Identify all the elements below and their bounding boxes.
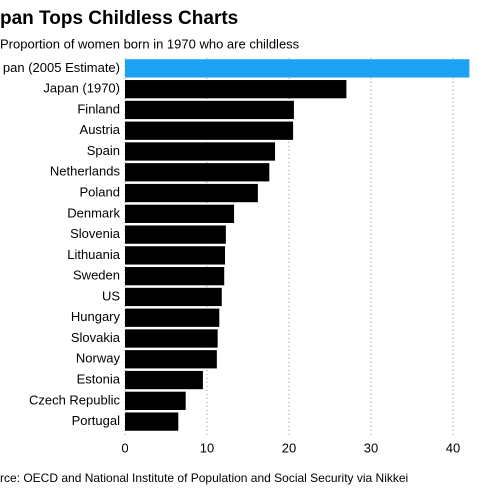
y-tick-label: Finland bbox=[77, 101, 120, 116]
bar bbox=[125, 59, 470, 78]
y-tick-label: Estonia bbox=[77, 371, 121, 386]
y-tick-label: Slovenia bbox=[70, 226, 121, 241]
x-tick-label: 0 bbox=[121, 440, 128, 455]
y-tick-label: Portugal bbox=[72, 413, 121, 428]
bar bbox=[125, 142, 276, 161]
y-tick-label: Netherlands bbox=[50, 164, 121, 179]
y-tick-label: Denmark bbox=[67, 205, 120, 220]
bar bbox=[125, 121, 294, 140]
bar bbox=[125, 329, 218, 348]
y-tick-label: Slovakia bbox=[71, 330, 121, 345]
y-tick-label: Lithuania bbox=[67, 247, 121, 262]
y-tick-label: Austria bbox=[80, 122, 121, 137]
x-tick-label: 30 bbox=[364, 440, 378, 455]
y-tick-label: Poland bbox=[80, 184, 120, 199]
bar bbox=[125, 412, 179, 431]
bar bbox=[125, 267, 225, 286]
bar bbox=[125, 204, 235, 223]
bar bbox=[125, 391, 186, 410]
chart-source: rce: OECD and National Institute of Popu… bbox=[0, 471, 408, 485]
bar bbox=[125, 308, 220, 327]
y-tick-label: US bbox=[102, 288, 120, 303]
y-tick-label: Czech Republic bbox=[29, 392, 121, 407]
bar bbox=[125, 80, 347, 99]
x-tick-label: 20 bbox=[282, 440, 296, 455]
y-tick-label: Hungary bbox=[71, 309, 121, 324]
bar bbox=[125, 350, 217, 369]
bar bbox=[125, 225, 226, 244]
y-tick-label: Sweden bbox=[73, 268, 120, 283]
bar bbox=[125, 183, 258, 203]
bar bbox=[125, 100, 294, 120]
chart-title: pan Tops Childless Charts bbox=[0, 8, 238, 29]
y-tick-label: pan (2005 Estimate) bbox=[3, 60, 120, 75]
x-tick-label: 40 bbox=[446, 440, 460, 455]
bar bbox=[125, 246, 226, 265]
y-tick-label: Spain bbox=[87, 143, 120, 158]
y-tick-label: Norway bbox=[76, 351, 121, 366]
x-tick-label: 10 bbox=[200, 440, 214, 455]
chart-subtitle: Proportion of women born in 1970 who are… bbox=[0, 36, 300, 51]
y-tick-label: Japan (1970) bbox=[43, 81, 120, 96]
bar bbox=[125, 370, 203, 390]
bar bbox=[125, 163, 270, 182]
bar bbox=[125, 287, 222, 307]
